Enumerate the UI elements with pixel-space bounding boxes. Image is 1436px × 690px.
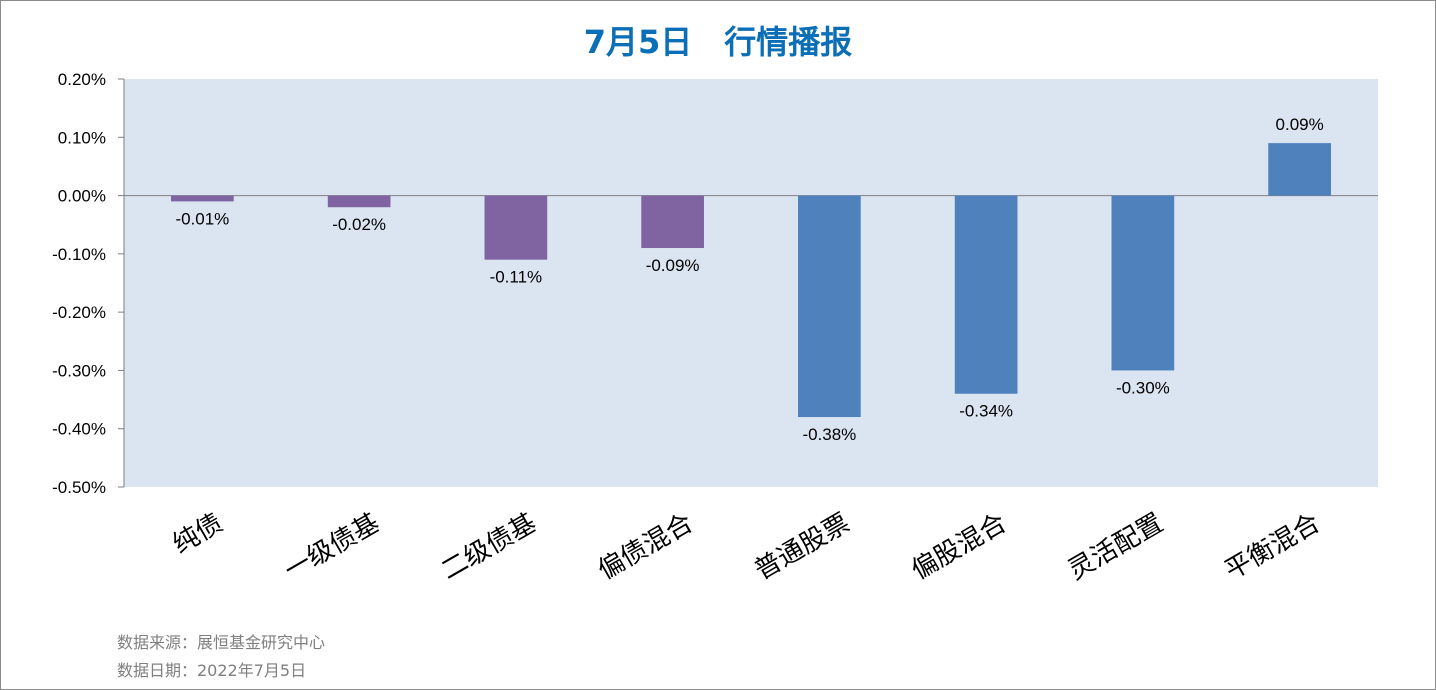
bar [641, 195, 704, 249]
data-label: -0.09% [646, 256, 700, 275]
y-tick-label: 0.00% [58, 187, 106, 206]
bars [171, 143, 1331, 418]
data-label: -0.11% [490, 268, 543, 287]
bar [1111, 195, 1175, 371]
category-label: 偏股混合 [907, 508, 1012, 586]
category-label: 普通股票 [750, 508, 855, 586]
data-labels: -0.01% -0.02% -0.11% -0.09% -0.38% -0.34% -0.3… [175, 115, 1323, 444]
category-label: 二级债基 [436, 508, 541, 586]
data-label: 0.09% [1276, 115, 1324, 134]
axes: 0.20% 0.10% 0.00% -0.10% -0.20% -0.30% -0.40% -… [52, 70, 1378, 497]
bar [1268, 143, 1331, 196]
chart-title: 7月5日 行情播报 [584, 23, 853, 61]
bar [484, 195, 548, 260]
bar [171, 195, 234, 202]
data-label: -0.01% [175, 209, 229, 228]
y-tick-label: -0.30% [52, 361, 106, 380]
y-tick-label: 0.20% [58, 70, 106, 89]
bar [798, 195, 861, 418]
y-tick-label: -0.20% [52, 303, 106, 322]
data-label: -0.02% [332, 215, 386, 234]
bar [954, 195, 1018, 394]
category-label: 纯债 [168, 508, 228, 560]
category-label: 平衡混合 [1220, 508, 1325, 586]
category-label: 灵活配置 [1063, 508, 1168, 586]
y-tick-label: -0.40% [52, 420, 106, 439]
data-label: -0.30% [1116, 378, 1170, 397]
category-label: 一级债基 [280, 508, 385, 586]
y-tick-label: -0.50% [52, 478, 106, 497]
footer-date: 数据日期：2022年7月5日 [117, 661, 307, 680]
y-tick-label: 0.10% [58, 128, 106, 147]
y-tick-label: -0.10% [52, 245, 106, 264]
data-label: -0.38% [802, 425, 856, 444]
plot-area [124, 79, 1378, 487]
category-label: 偏债混合 [593, 508, 698, 586]
footer-source: 数据来源：展恒基金研究中心 [117, 633, 326, 652]
bar [327, 195, 391, 208]
category-labels: 纯债 一级债基 二级债基 偏债混合 普通股票 偏股混合 灵活配置 平衡混合 [168, 508, 1325, 586]
plot-background [124, 79, 1378, 487]
data-label: -0.34% [959, 402, 1013, 421]
